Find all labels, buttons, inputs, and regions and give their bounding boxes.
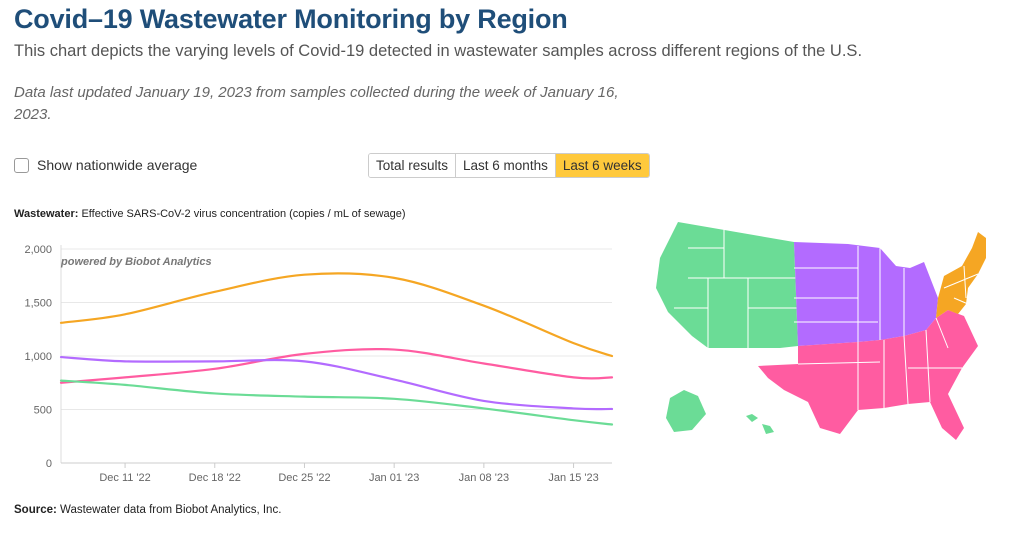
map-region-south[interactable]: [758, 310, 978, 440]
page-subtitle: This chart depicts the varying levels of…: [14, 42, 863, 60]
map-region-midwest[interactable]: [794, 242, 938, 346]
nationwide-average-label: Show nationwide average: [37, 157, 198, 173]
source-label: Source:: [14, 504, 57, 516]
y-tick-label: 0: [46, 458, 52, 470]
chart-gridlines: [60, 245, 612, 464]
chart-caption: Wastewater: Effective SARS-CoV-2 virus c…: [14, 208, 405, 220]
series-line-south[interactable]: [59, 348, 614, 384]
chart-caption-label: Wastewater:: [14, 208, 79, 220]
x-tick-label: Dec 11 '22: [99, 472, 150, 484]
us-regions-map: [656, 222, 986, 440]
x-tick-label: Jan 15 '23: [548, 472, 598, 484]
chart-caption-text: Effective SARS-CoV-2 virus concentration…: [78, 208, 406, 220]
x-axis-ticks: Dec 11 '22 Dec 18 '22 Dec 25 '22 Jan 01 '23…: [99, 463, 599, 484]
y-tick-label: 1,500: [24, 298, 52, 310]
x-tick-label: Jan 08 '23: [459, 472, 509, 484]
range-total-results-button[interactable]: Total results: [369, 154, 457, 177]
y-tick-label: 1,000: [24, 351, 52, 363]
page-title: Covid–19 Wastewater Monitoring by Region: [14, 4, 568, 34]
y-axis-ticks: 0 500 1,000 1,500 2,000: [24, 244, 52, 470]
x-tick-label: Jan 01 '23: [369, 472, 419, 484]
map-region-west[interactable]: [656, 222, 798, 434]
range-last-6-weeks-button[interactable]: Last 6 weeks: [555, 154, 649, 177]
x-tick-label: Dec 18 '22: [189, 472, 241, 484]
source-note: Source: Wastewater data from Biobot Anal…: [14, 504, 281, 516]
x-tick-label: Dec 25 '22: [278, 472, 330, 484]
series-line-northeast[interactable]: [59, 272, 614, 358]
last-updated-note: Data last updated January 19, 2023 from …: [14, 84, 619, 123]
series-line-midwest[interactable]: [59, 355, 614, 411]
range-last-6-months-button[interactable]: Last 6 months: [456, 154, 556, 177]
wastewater-line-chart: 0 500 1,000 1,500 2,000 Dec 11 '22 Dec 18 '22…: [24, 244, 614, 484]
series-line-west[interactable]: [59, 379, 614, 426]
time-range-selector: Total results Last 6 months Last 6 weeks: [368, 153, 650, 178]
y-tick-label: 2,000: [24, 244, 52, 256]
map-region-northeast[interactable]: [936, 232, 986, 318]
nationwide-average-toggle[interactable]: Show nationwide average: [14, 157, 197, 173]
chart-watermark: powered by Biobot Analytics: [60, 256, 212, 268]
y-tick-label: 500: [34, 405, 52, 417]
nationwide-average-checkbox[interactable]: [14, 157, 29, 173]
source-text: Wastewater data from Biobot Analytics, I…: [56, 504, 282, 516]
chart-series-lines: [59, 272, 614, 426]
